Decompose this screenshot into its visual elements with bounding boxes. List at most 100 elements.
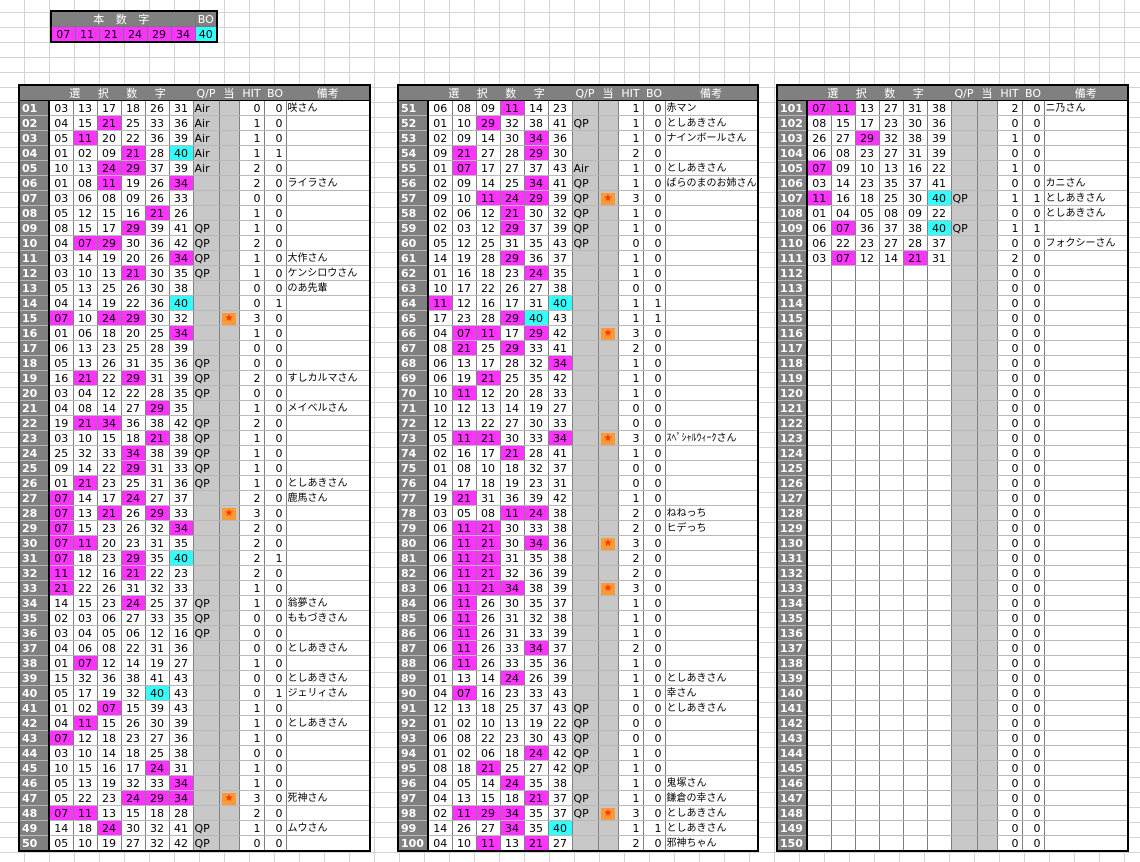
number-cell[interactable]: 32 <box>548 205 573 221</box>
number-cell[interactable]: 05 <box>49 790 74 806</box>
note-cell[interactable] <box>1044 265 1129 281</box>
number-cell[interactable]: 21 <box>500 205 525 221</box>
hit-count-cell[interactable]: 0 <box>997 115 1023 131</box>
number-cell[interactable]: 34 <box>169 520 194 536</box>
note-cell[interactable] <box>286 325 371 341</box>
number-cell[interactable]: 18 <box>476 475 501 491</box>
number-cell[interactable] <box>855 325 880 341</box>
number-cell[interactable] <box>927 760 952 776</box>
number-cell[interactable]: 02 <box>428 205 453 221</box>
number-cell[interactable] <box>927 460 952 476</box>
number-cell[interactable] <box>831 835 856 852</box>
number-cell[interactable]: 07 <box>49 490 74 506</box>
number-cell[interactable]: 05 <box>97 625 122 641</box>
hit-cell[interactable] <box>598 340 619 356</box>
number-cell[interactable]: 01 <box>428 715 453 731</box>
number-cell[interactable]: 37 <box>548 805 573 821</box>
note-cell[interactable]: 鹿馬さん <box>286 490 371 506</box>
hit-cell[interactable] <box>219 580 240 596</box>
number-cell[interactable]: 27 <box>145 730 170 746</box>
number-cell[interactable]: 05 <box>49 775 74 791</box>
number-cell[interactable] <box>807 730 832 746</box>
number-cell[interactable]: 21 <box>452 340 477 356</box>
number-cell[interactable]: 29 <box>121 460 146 476</box>
number-cell[interactable]: 15 <box>476 790 501 806</box>
qp-cell[interactable] <box>951 625 978 641</box>
bonus-count-cell[interactable]: 0 <box>643 430 666 446</box>
number-cell[interactable]: 06 <box>428 355 453 371</box>
number-cell[interactable] <box>927 370 952 386</box>
number-cell[interactable] <box>831 430 856 446</box>
bonus-count-cell[interactable]: 0 <box>643 775 666 791</box>
number-cell[interactable]: 25 <box>145 745 170 761</box>
note-cell[interactable]: 鬼塚さん <box>665 775 758 791</box>
number-cell[interactable]: 43 <box>548 235 573 251</box>
hit-count-cell[interactable]: 1 <box>618 250 644 266</box>
note-cell[interactable] <box>286 205 371 221</box>
hit-cell[interactable] <box>219 265 240 281</box>
hit-count-cell[interactable]: 0 <box>997 340 1023 356</box>
hit-count-cell[interactable]: 1 <box>239 115 265 131</box>
number-cell[interactable] <box>831 760 856 776</box>
number-cell[interactable]: 08 <box>452 730 477 746</box>
number-cell[interactable] <box>927 835 952 852</box>
number-cell[interactable] <box>879 625 904 641</box>
number-cell[interactable]: 10 <box>452 835 477 852</box>
number-cell[interactable] <box>855 550 880 566</box>
number-cell[interactable]: 28 <box>524 385 549 401</box>
number-cell[interactable] <box>831 295 856 311</box>
note-cell[interactable]: ケンシロウさん <box>286 265 371 281</box>
number-cell[interactable]: 11 <box>452 565 477 581</box>
number-cell[interactable]: 11 <box>500 505 525 521</box>
number-cell[interactable]: 12 <box>145 625 170 641</box>
number-cell[interactable]: 12 <box>476 385 501 401</box>
number-cell[interactable]: 08 <box>49 220 74 236</box>
number-cell[interactable]: 21 <box>476 760 501 776</box>
bonus-count-cell[interactable]: 0 <box>264 610 287 626</box>
number-cell[interactable] <box>831 445 856 461</box>
note-cell[interactable] <box>665 310 758 326</box>
number-cell[interactable]: 17 <box>121 760 146 776</box>
hit-count-cell[interactable]: 0 <box>997 745 1023 761</box>
number-cell[interactable]: 33 <box>548 415 573 431</box>
hit-count-cell[interactable]: 2 <box>239 370 265 386</box>
note-cell[interactable] <box>665 580 758 596</box>
qp-cell[interactable]: QP <box>193 460 220 476</box>
number-cell[interactable]: 21 <box>97 505 122 521</box>
note-cell[interactable]: 幸さん <box>665 685 758 701</box>
number-cell[interactable]: 34 <box>169 325 194 341</box>
number-cell[interactable]: 28 <box>145 340 170 356</box>
hit-count-cell[interactable]: 1 <box>618 370 644 386</box>
number-cell[interactable]: 36 <box>169 355 194 371</box>
qp-cell[interactable] <box>951 265 978 281</box>
number-cell[interactable] <box>927 490 952 506</box>
number-cell[interactable] <box>855 295 880 311</box>
hit-count-cell[interactable]: 0 <box>997 520 1023 536</box>
number-cell[interactable]: 12 <box>73 565 98 581</box>
bonus-count-cell[interactable]: 0 <box>1022 325 1045 341</box>
bonus-count-cell[interactable]: 0 <box>264 460 287 476</box>
note-cell[interactable] <box>665 595 758 611</box>
hit-count-cell[interactable]: 0 <box>239 190 265 206</box>
number-cell[interactable] <box>855 565 880 581</box>
number-cell[interactable]: 26 <box>145 250 170 266</box>
bonus-count-cell[interactable]: 0 <box>1022 460 1045 476</box>
number-cell[interactable]: 08 <box>879 205 904 221</box>
hit-cell[interactable] <box>977 190 998 206</box>
note-cell[interactable] <box>665 325 758 341</box>
number-cell[interactable]: 29 <box>500 220 525 236</box>
hit-cell[interactable] <box>598 760 619 776</box>
bonus-count-cell[interactable]: 0 <box>643 265 666 281</box>
number-cell[interactable] <box>807 610 832 626</box>
bonus-count-cell[interactable]: 0 <box>643 730 666 746</box>
hit-cell[interactable] <box>598 655 619 671</box>
bonus-count-cell[interactable]: 0 <box>1022 640 1045 656</box>
number-cell[interactable] <box>903 670 928 686</box>
qp-cell[interactable] <box>572 565 599 581</box>
bonus-count-cell[interactable]: 0 <box>1022 415 1045 431</box>
hit-count-cell[interactable]: 0 <box>239 835 265 852</box>
number-cell[interactable] <box>831 745 856 761</box>
number-cell[interactable]: 14 <box>73 490 98 506</box>
number-cell[interactable]: 23 <box>855 145 880 161</box>
hit-count-cell[interactable]: 2 <box>618 835 644 852</box>
